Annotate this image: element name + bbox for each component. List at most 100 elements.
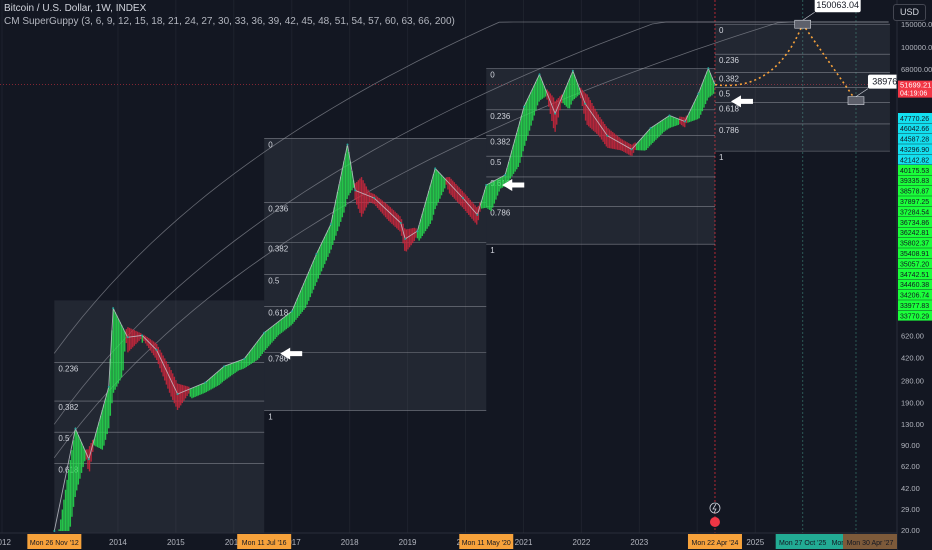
price-axis-tick: 20.00	[901, 526, 920, 535]
price-point	[649, 127, 652, 130]
fib-level-label: 0.618	[719, 105, 740, 114]
ladder-price-tag	[898, 154, 932, 165]
price-axis-tick: 68000.00	[901, 65, 932, 74]
fib-level-label: 0.5	[490, 158, 502, 167]
projection-rise	[714, 23, 804, 87]
fib-level-label: 0.5	[719, 90, 731, 99]
price-point	[373, 196, 376, 199]
price-point	[416, 230, 419, 233]
fib-level-label: 0.786	[719, 126, 740, 135]
left-arrow-marker	[502, 179, 525, 192]
price-axis-tick: 420.00	[901, 353, 924, 362]
time-axis-tick: 2015	[167, 538, 185, 547]
price-axis[interactable]: 150000.00 100000.00 68000.00 620.00 420.00 28…	[896, 0, 932, 550]
fib-level-label: 0.382	[490, 137, 511, 146]
fib-level-label: 0.236	[490, 112, 511, 121]
highlighted-date-label: Mon 26 Nov '12	[30, 540, 79, 547]
price-axis-tick: 620.00	[901, 331, 924, 340]
price-axis-tick: 62.00	[901, 462, 920, 471]
ladder-price-label: 44587.28	[900, 137, 929, 144]
time-axis-tick: 2017	[283, 538, 301, 547]
fib-level-label: 0.5	[268, 276, 280, 285]
fib-level-label: 0.382	[719, 75, 740, 84]
highlighted-date-tag	[237, 534, 292, 549]
ladder-price-tag	[898, 248, 932, 259]
regression-curves	[53, 21, 889, 459]
ladder-price-tag	[898, 165, 932, 175]
time-axis-tick: 2021	[515, 538, 533, 547]
price-point	[74, 427, 77, 430]
time-axis-tick: 2012	[0, 538, 11, 547]
projection-fall	[802, 23, 857, 102]
price-series	[53, 67, 716, 532]
fib-level-label: 0.786	[490, 209, 511, 218]
fib-level-label: 0.786	[268, 354, 289, 363]
price-point	[399, 222, 402, 225]
price-point	[554, 112, 557, 115]
currency-button[interactable]: USD	[892, 4, 926, 21]
chart-symbol-title[interactable]: Bitcoin / U.S. Dollar, 1W, INDEX	[4, 3, 147, 14]
ladder-price-tag	[898, 185, 932, 196]
fib-level-label: 0.382	[58, 403, 79, 412]
price-point	[87, 458, 90, 461]
ladder-price-tag	[898, 133, 932, 144]
price-axis-tick: 130.00	[901, 420, 924, 429]
lightning-icon-glyph	[712, 503, 717, 514]
grid	[0, 0, 895, 533]
highlighted-date-label: Mon 30 Apr '27	[847, 540, 894, 547]
price-point	[504, 173, 507, 176]
ladder-price-label: 36734.86	[900, 220, 929, 227]
ladder-price-label: 35408.91	[900, 251, 929, 258]
ladder-price-label: 46042.66	[900, 126, 929, 133]
indicator-legend[interactable]: CM SuperGuppy (3, 6, 9, 12, 15, 18, 21, …	[4, 16, 455, 27]
time-axis-tick: 2023	[630, 538, 648, 547]
ladder-price-tag	[898, 123, 932, 134]
price-point	[223, 365, 226, 368]
ladder-price-tag	[898, 227, 932, 238]
price-point	[707, 67, 710, 70]
price-point	[606, 134, 609, 137]
ladder-price-label: 35057.20	[900, 261, 929, 268]
highlighted-date-tag	[775, 534, 830, 549]
price-point	[126, 336, 129, 339]
projection-callout-label: 150063.04	[816, 0, 859, 10]
ladder-price-tag	[898, 144, 932, 155]
ladder-price-tag	[898, 237, 932, 248]
price-point	[523, 105, 526, 108]
projection-marker-box	[794, 19, 811, 29]
ladder-price-tag	[898, 258, 932, 269]
fib-level-label: 0	[268, 140, 273, 149]
price-point	[404, 237, 407, 240]
ladder-price-label: 38578.87	[900, 189, 929, 196]
highlighted-date-tag	[687, 534, 742, 549]
event-flag-icon	[709, 517, 720, 527]
regression-curve-lower	[53, 21, 889, 459]
time-axis-tick: 2016	[225, 538, 243, 547]
ladder-price-label: 42142.82	[900, 157, 929, 164]
price-point	[112, 307, 115, 310]
current-price-tag	[898, 80, 932, 98]
price-point	[668, 114, 671, 117]
ladder-price-label: 34460.38	[900, 282, 929, 289]
price-axis-tick: 90.00	[901, 441, 920, 450]
fib-retracement-boxes: 0.236 0.382 0.5 0.618 0 0.236 0.382 0.5 0.618 0.7…	[54, 20, 925, 533]
time-axis-tick: 2018	[341, 538, 359, 547]
time-axis-tick: 2019	[399, 538, 417, 547]
fib-level-label: 0.236	[268, 205, 289, 214]
ladder-price-label: 34206.74	[900, 293, 929, 300]
price-point	[53, 530, 56, 532]
time-axis[interactable]: 2012201420152016201720182019202020212022…	[0, 502, 897, 550]
highlighted-date-label: Mon 11 May '20	[462, 540, 511, 547]
fib-level-label: 1	[268, 412, 273, 421]
price-axis-tick: 29.00	[901, 505, 920, 514]
fib-level-label: 0	[490, 70, 495, 79]
ladder-price-label: 33977.83	[900, 303, 929, 310]
left-arrow-marker	[730, 95, 753, 108]
price-point	[176, 393, 179, 396]
price-point	[329, 223, 332, 226]
price-point	[461, 196, 464, 199]
price-point	[538, 73, 541, 76]
ladder-price-tag	[898, 269, 932, 279]
price-point	[155, 348, 158, 351]
